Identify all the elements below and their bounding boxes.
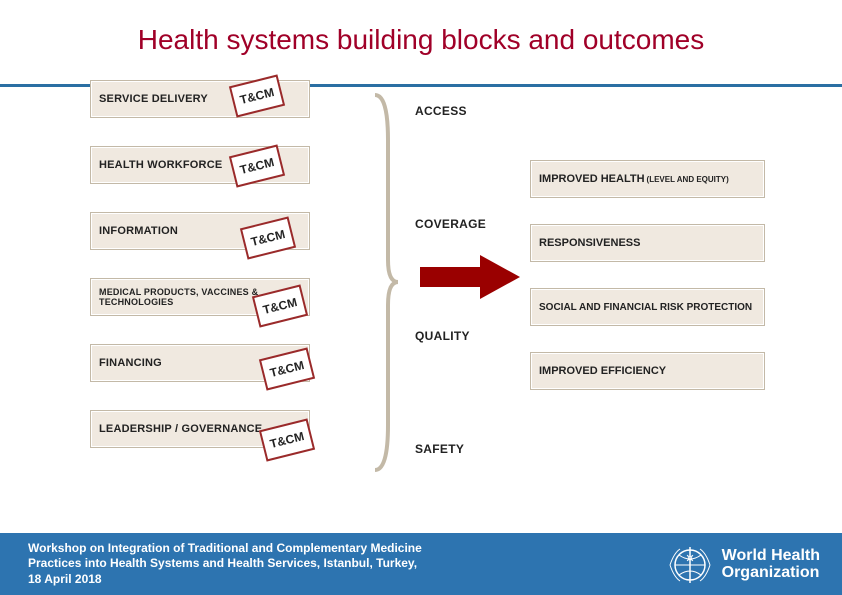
building-blocks-column: SERVICE DELIVERY HEALTH WORKFORCE INFORM… bbox=[90, 80, 310, 476]
block-label: SERVICE DELIVERY bbox=[99, 93, 208, 105]
block-label: FINANCING bbox=[99, 357, 162, 369]
who-line2: Organization bbox=[722, 564, 820, 581]
outcome-responsiveness: RESPONSIVENESS bbox=[530, 224, 765, 262]
outcome-label: SOCIAL AND FINANCIAL RISK PROTECTION bbox=[539, 302, 752, 313]
footer-line1: Workshop on Integration of Traditional a… bbox=[28, 541, 422, 555]
outcome-label: RESPONSIVENESS bbox=[539, 237, 640, 249]
term-quality: QUALITY bbox=[415, 325, 515, 347]
outcome-sublabel: (LEVEL AND EQUITY) bbox=[647, 175, 729, 184]
who-line1: World Health bbox=[722, 547, 820, 564]
term-access: ACCESS bbox=[415, 100, 515, 122]
footer-text: Workshop on Integration of Traditional a… bbox=[0, 541, 422, 588]
who-emblem-icon bbox=[666, 541, 714, 589]
term-safety: SAFETY bbox=[415, 438, 515, 460]
block-label: HEALTH WORKFORCE bbox=[99, 159, 222, 171]
who-logo: World Health Organization bbox=[666, 541, 820, 589]
page-title: Health systems building blocks and outco… bbox=[0, 24, 842, 56]
footer-line3: 18 April 2018 bbox=[28, 572, 102, 586]
outcome-label: IMPROVED EFFICIENCY bbox=[539, 365, 666, 377]
block-label: LEADERSHIP / GOVERNANCE bbox=[99, 423, 262, 435]
flow-arrow bbox=[420, 255, 520, 299]
footer-bar: Workshop on Integration of Traditional a… bbox=[0, 533, 842, 595]
term-coverage: COVERAGE bbox=[415, 213, 515, 235]
curly-bracket bbox=[370, 90, 400, 475]
outcome-improved-health: IMPROVED HEALTH (LEVEL AND EQUITY) bbox=[530, 160, 765, 198]
outcome-label: IMPROVED HEALTH bbox=[539, 173, 645, 185]
who-text: World Health Organization bbox=[722, 548, 820, 582]
footer-line2: Practices into Health Systems and Health… bbox=[28, 556, 417, 570]
block-label: INFORMATION bbox=[99, 225, 178, 237]
outcome-efficiency: IMPROVED EFFICIENCY bbox=[530, 352, 765, 390]
outcomes-column: IMPROVED HEALTH (LEVEL AND EQUITY) RESPO… bbox=[530, 160, 765, 416]
outcome-risk-protection: SOCIAL AND FINANCIAL RISK PROTECTION bbox=[530, 288, 765, 326]
